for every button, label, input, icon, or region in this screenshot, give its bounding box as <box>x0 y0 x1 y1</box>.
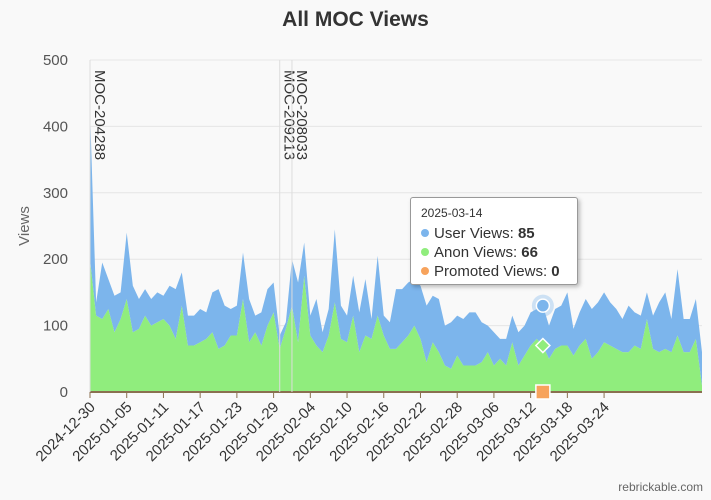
tooltip-row-user: User Views: 85 <box>421 224 567 243</box>
y-tick-label: 400 <box>43 118 68 135</box>
tooltip-anon-value: 66 <box>521 244 538 261</box>
y-tick-label: 200 <box>43 251 68 268</box>
user-views-hover-marker <box>535 298 551 313</box>
chart-tooltip: 2025-03-14 User Views: 85 Anon Views: 66… <box>410 197 578 285</box>
y-tick-label: 0 <box>60 384 68 401</box>
y-tick-label: 100 <box>43 318 68 335</box>
annotation-label: MOC-208033 <box>293 70 310 160</box>
area-user-views <box>90 109 702 386</box>
annotation-label: MOC-209213 <box>281 70 298 160</box>
promoted-views-hover-marker <box>535 384 551 400</box>
user-views-marker-icon <box>421 229 429 237</box>
tooltip-promoted-value: 0 <box>551 263 560 280</box>
tooltip-date: 2025-03-14 <box>421 206 483 220</box>
annotation-label: MOC-204288 <box>91 70 108 160</box>
promoted-views-marker-icon <box>421 267 429 275</box>
tooltip-promoted-label: Promoted Views <box>434 263 543 280</box>
tooltip-user-label: User Views <box>434 225 510 242</box>
anon-views-marker-icon <box>421 248 429 256</box>
tooltip-row-anon: Anon Views: 66 <box>421 243 567 262</box>
tooltip-user-value: 85 <box>517 225 535 242</box>
y-tick-label: 500 <box>43 52 68 69</box>
tooltip-row-promoted: Promoted Views: 0 <box>421 262 567 281</box>
y-tick-label: 300 <box>43 185 68 202</box>
tooltip-anon-label: Anon Views <box>434 244 513 261</box>
y-axis-title: Views <box>16 206 33 246</box>
anon-views-hover-marker <box>534 337 551 354</box>
credit-link[interactable]: rebrickable.com <box>618 480 703 494</box>
chart-title: All MOC Views <box>282 8 429 31</box>
